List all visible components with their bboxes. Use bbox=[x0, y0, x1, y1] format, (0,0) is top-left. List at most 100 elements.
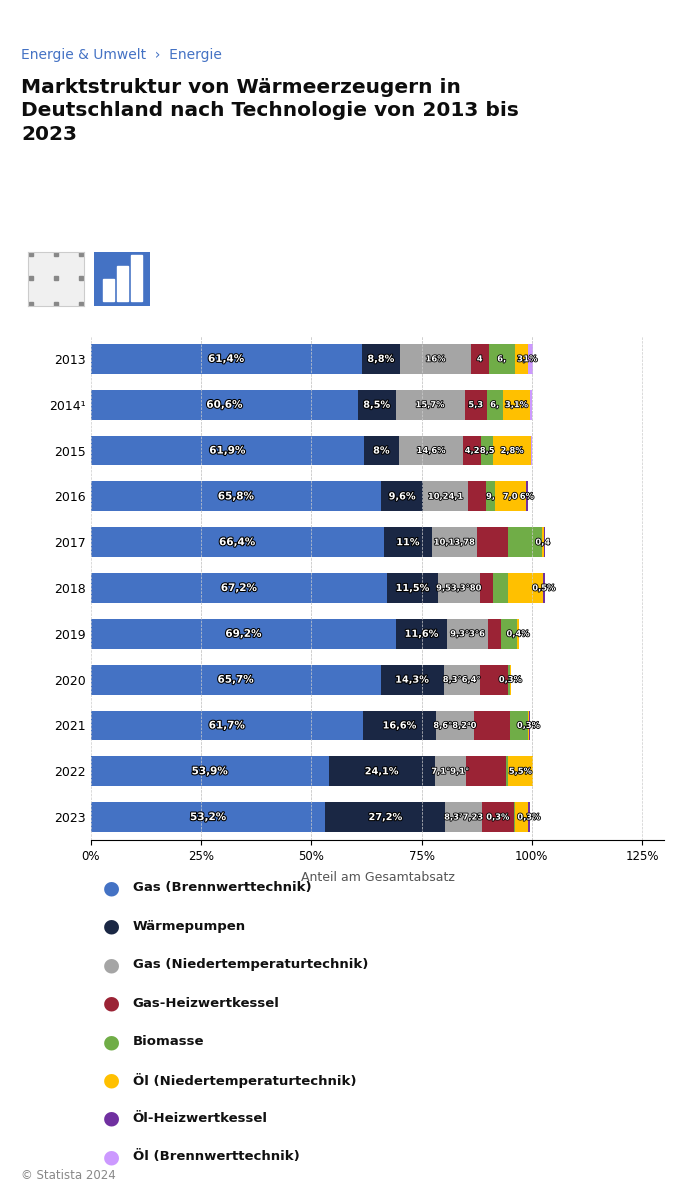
Bar bbox=[424, 481, 468, 511]
Bar bbox=[432, 527, 477, 557]
Text: 4: 4 bbox=[477, 354, 483, 364]
Bar bbox=[91, 344, 361, 373]
Text: 27,2%: 27,2% bbox=[368, 812, 402, 822]
Text: 61,9%: 61,9% bbox=[209, 445, 245, 456]
Text: 5,3: 5,3 bbox=[468, 401, 483, 409]
Text: 16%: 16% bbox=[426, 354, 446, 364]
Bar bbox=[91, 619, 396, 649]
Text: Gas (Brennwerttechnik): Gas (Brennwerttechnik) bbox=[133, 882, 312, 894]
Text: 15,7%: 15,7% bbox=[416, 401, 445, 409]
Bar bbox=[528, 344, 533, 373]
Text: Öl (Brennwerttechnik): Öl (Brennwerttechnik) bbox=[133, 1151, 300, 1163]
Text: 1%: 1% bbox=[524, 354, 538, 364]
Bar bbox=[117, 265, 128, 300]
Bar bbox=[507, 527, 542, 557]
Bar bbox=[396, 390, 465, 420]
Bar bbox=[381, 481, 424, 511]
Bar bbox=[542, 527, 544, 557]
Bar bbox=[495, 481, 526, 511]
Text: 8,3°6,4°: 8,3°6,4° bbox=[442, 676, 481, 684]
Bar bbox=[482, 802, 514, 832]
Bar bbox=[506, 756, 508, 786]
Text: 0,3%: 0,3% bbox=[517, 721, 540, 730]
Text: 3,: 3, bbox=[517, 354, 526, 364]
Text: ●: ● bbox=[103, 1032, 120, 1051]
Text: Marktstruktur von Wärmeerzeugern in
Deutschland nach Technologie von 2013 bis
20: Marktstruktur von Wärmeerzeugern in Deut… bbox=[21, 78, 519, 144]
Text: 0,3%: 0,3% bbox=[487, 812, 510, 822]
Bar bbox=[91, 574, 387, 602]
Text: 7,1°9,1°: 7,1°9,1° bbox=[431, 767, 470, 775]
Bar bbox=[445, 802, 482, 832]
Bar bbox=[91, 710, 363, 740]
Bar bbox=[501, 619, 517, 649]
Bar bbox=[528, 710, 529, 740]
Text: 11,6%: 11,6% bbox=[405, 629, 438, 638]
Bar bbox=[436, 710, 474, 740]
Bar bbox=[444, 665, 480, 695]
Bar bbox=[435, 756, 466, 786]
Text: 65,7%: 65,7% bbox=[217, 674, 254, 685]
X-axis label: Anteil am Gesamtabsatz: Anteil am Gesamtabsatz bbox=[301, 871, 454, 884]
Text: 9,53,3°80: 9,53,3°80 bbox=[436, 583, 482, 593]
Text: 65,8%: 65,8% bbox=[218, 491, 254, 502]
Text: 9,6%: 9,6% bbox=[389, 491, 416, 502]
Bar bbox=[515, 802, 528, 832]
Text: ●: ● bbox=[103, 878, 120, 898]
Text: 0,3%: 0,3% bbox=[517, 812, 540, 822]
Bar bbox=[380, 665, 444, 695]
Text: 7,0: 7,0 bbox=[503, 492, 517, 500]
Bar bbox=[91, 665, 380, 695]
Text: 61,7%: 61,7% bbox=[209, 720, 245, 731]
Bar bbox=[329, 756, 435, 786]
Text: 11,5%: 11,5% bbox=[396, 583, 429, 593]
Text: Gas-Heizwertkessel: Gas-Heizwertkessel bbox=[133, 997, 280, 1009]
Text: ●: ● bbox=[103, 1070, 120, 1090]
Text: 10,13,78: 10,13,78 bbox=[434, 538, 475, 547]
Text: 3,1%: 3,1% bbox=[505, 401, 528, 409]
Bar bbox=[91, 527, 384, 557]
Bar bbox=[526, 481, 528, 511]
Bar bbox=[481, 436, 493, 466]
Text: 8,6°8,2⁴0: 8,6°8,2⁴0 bbox=[433, 721, 477, 730]
Text: © Statista 2024: © Statista 2024 bbox=[21, 1169, 116, 1182]
Bar bbox=[510, 665, 511, 695]
Text: 8,3⁷7,23: 8,3⁷7,23 bbox=[444, 812, 483, 822]
Bar bbox=[531, 436, 532, 466]
Bar bbox=[514, 802, 515, 832]
Bar bbox=[489, 344, 515, 373]
Text: 5,5%: 5,5% bbox=[509, 767, 532, 775]
Text: 61,4%: 61,4% bbox=[208, 354, 245, 364]
Text: 8%: 8% bbox=[373, 445, 390, 456]
Bar bbox=[508, 665, 510, 695]
Text: Öl-Heizwertkessel: Öl-Heizwertkessel bbox=[133, 1112, 268, 1124]
Bar bbox=[131, 254, 142, 300]
Text: 0,4: 0,4 bbox=[535, 538, 550, 547]
Bar bbox=[515, 344, 528, 373]
Bar bbox=[363, 710, 436, 740]
Bar bbox=[503, 390, 531, 420]
Text: ●: ● bbox=[103, 1109, 120, 1128]
Bar bbox=[396, 619, 447, 649]
Bar bbox=[91, 481, 381, 511]
Bar bbox=[399, 436, 463, 466]
Text: Öl (Niedertemperaturtechnik): Öl (Niedertemperaturtechnik) bbox=[133, 1073, 356, 1087]
Bar bbox=[465, 390, 487, 420]
Bar bbox=[358, 390, 396, 420]
Bar bbox=[103, 278, 114, 300]
Bar bbox=[528, 802, 530, 832]
Text: 14,3%: 14,3% bbox=[395, 674, 429, 685]
Bar bbox=[91, 756, 329, 786]
Bar bbox=[508, 756, 533, 786]
Bar bbox=[438, 574, 480, 602]
Bar bbox=[517, 619, 519, 649]
Text: 67,2%: 67,2% bbox=[221, 583, 257, 593]
Text: Gas (Niedertemperaturtechnik): Gas (Niedertemperaturtechnik) bbox=[133, 959, 368, 971]
Bar bbox=[507, 574, 543, 602]
Bar bbox=[361, 344, 401, 373]
Bar bbox=[480, 574, 493, 602]
Text: 6,: 6, bbox=[497, 354, 506, 364]
Text: 69,2%: 69,2% bbox=[225, 629, 261, 638]
Bar bbox=[326, 802, 445, 832]
Bar bbox=[493, 436, 531, 466]
Text: 0,5%: 0,5% bbox=[532, 583, 556, 593]
